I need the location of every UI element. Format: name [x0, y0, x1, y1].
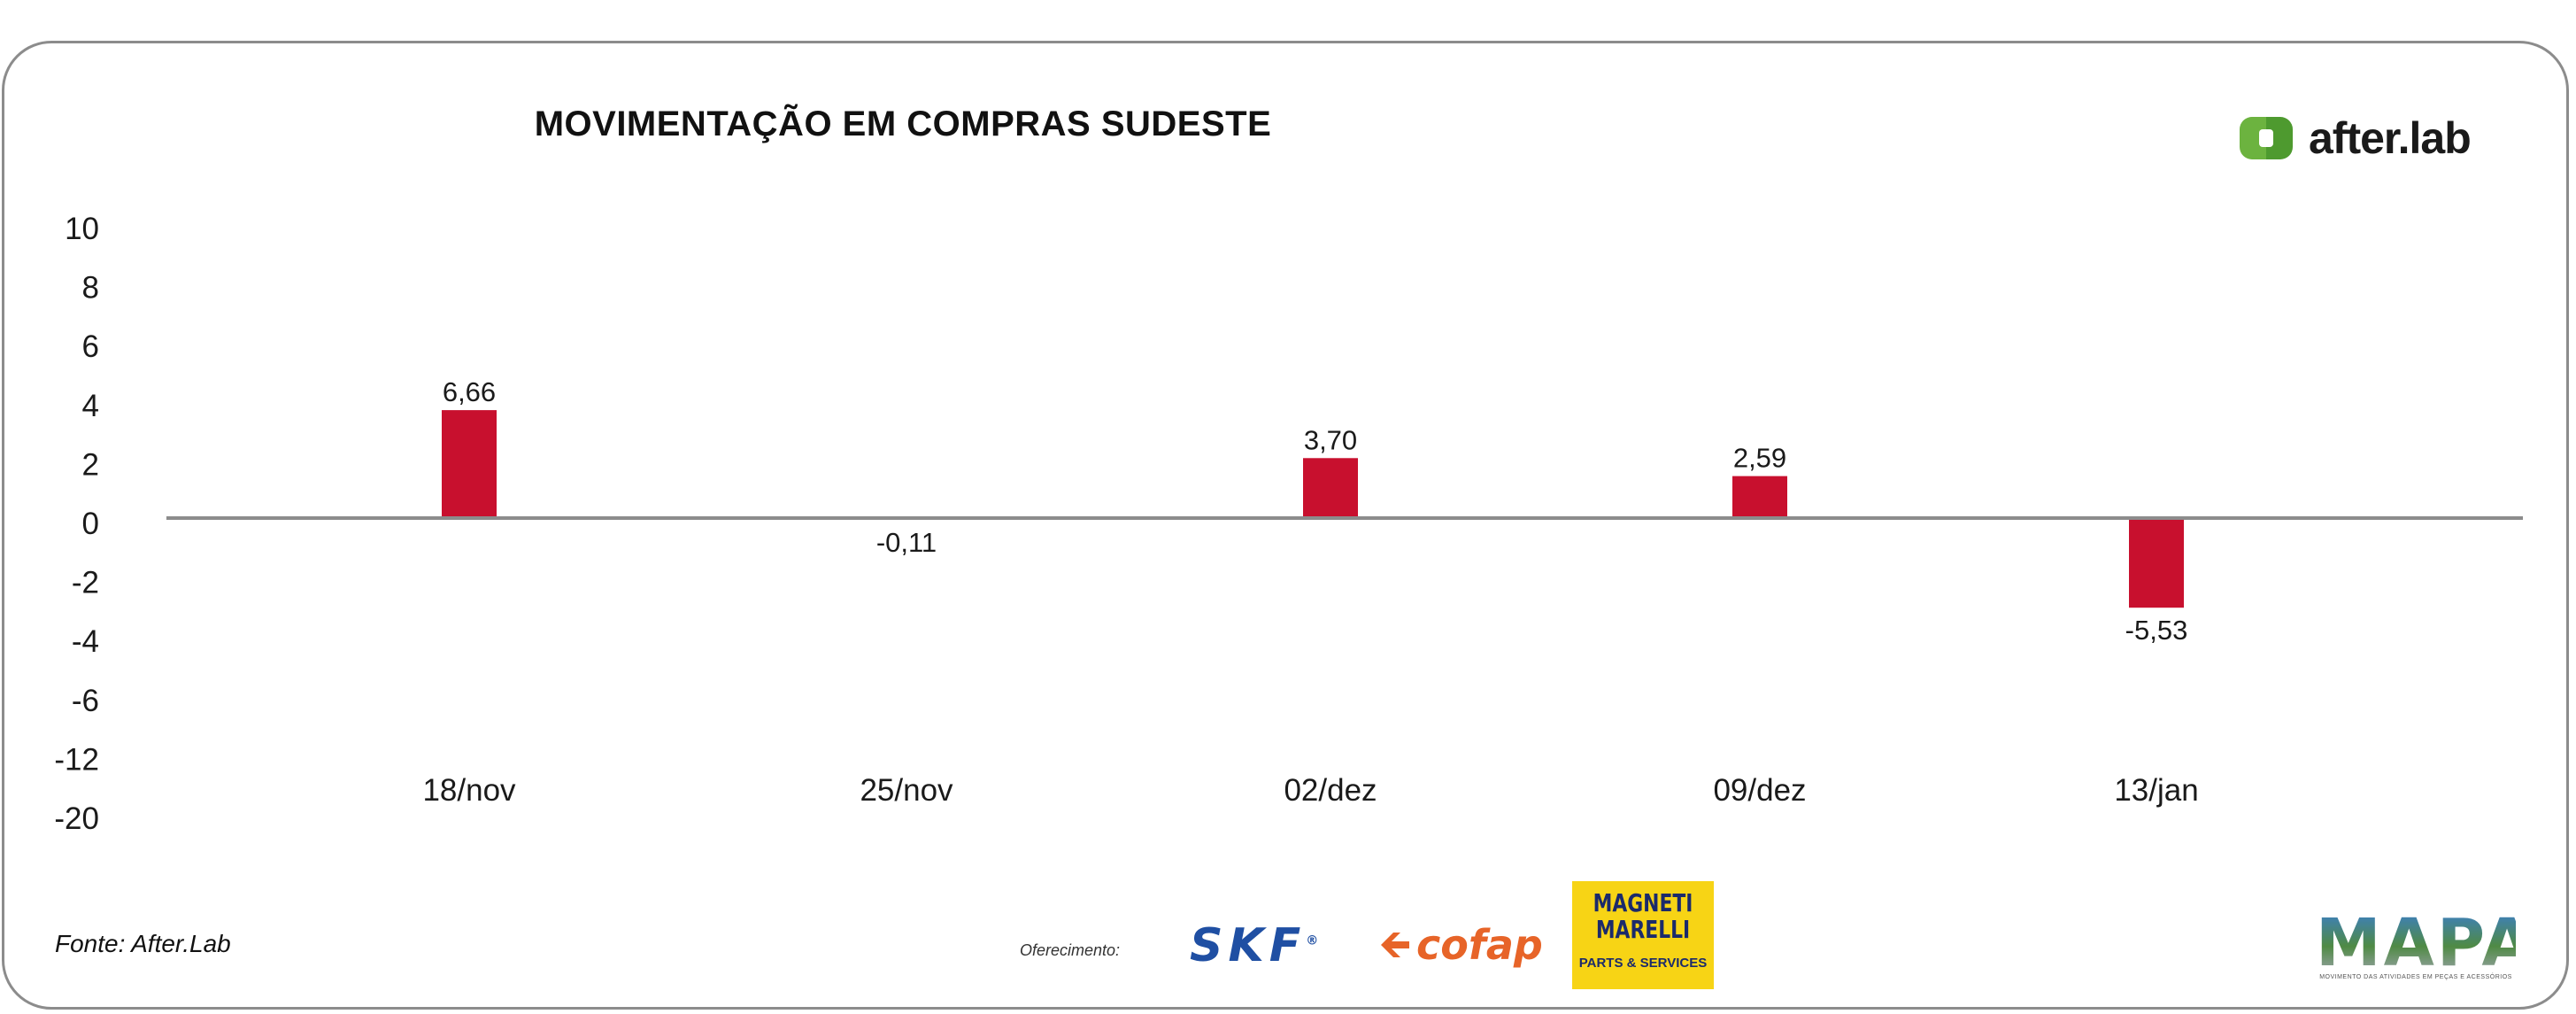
y-tick-label: 10 — [65, 212, 99, 246]
magneti-marelli-line2: MARELLI — [1595, 915, 1691, 944]
afterlab-logo: after.lab — [2236, 110, 2472, 166]
y-tick-label: 8 — [82, 271, 99, 306]
data-labels: 6,66 -0,11 3,70 2,59 -5,53 — [443, 376, 2188, 646]
chart-title: MOVIMENTAÇÃO EM COMPRAS SUDESTE — [534, 104, 1272, 143]
y-tick-label: 4 — [82, 389, 99, 423]
y-tick-label: -4 — [72, 624, 99, 659]
source-note: Fonte: After.Lab — [55, 930, 231, 957]
x-axis-labels: 18/nov 25/nov 02/dez 09/dez 13/jan — [422, 773, 2198, 808]
y-tick-label: -12 — [54, 742, 99, 777]
mapa-logo-subtitle: MOVIMENTO DAS ATIVIDADES EM PEÇAS E ACES… — [2319, 974, 2512, 980]
mapa-logo: MAPA MOVIMENTO DAS ATIVIDADES EM PEÇAS E… — [2316, 905, 2535, 981]
afterlab-logo-text: after.lab — [2309, 113, 2472, 163]
bars — [442, 410, 2184, 608]
y-tick-label: 6 — [82, 329, 99, 364]
data-label: 6,66 — [443, 376, 496, 407]
x-tick-label: 09/dez — [1713, 773, 1806, 808]
magneti-marelli-line1: MAGNETI — [1593, 888, 1693, 917]
data-label: 2,59 — [1733, 443, 1786, 474]
skf-logo: SKF® — [1190, 919, 1318, 972]
mapa-logo-title: MAPA — [2316, 905, 2535, 981]
x-tick-label: 18/nov — [422, 773, 516, 808]
x-tick-label: 13/jan — [2114, 773, 2198, 808]
afterlab-logo-icon — [2240, 117, 2293, 159]
data-label: 3,70 — [1304, 424, 1357, 455]
y-tick-label: 2 — [82, 447, 99, 482]
cofap-logo-icon — [1381, 933, 1409, 957]
magneti-marelli-logo: MAGNETI MARELLI PARTS & SERVICES — [1572, 881, 1714, 989]
y-tick-label: -6 — [72, 684, 99, 718]
bar-02/dez — [1303, 458, 1358, 518]
x-tick-label: 25/nov — [860, 773, 953, 808]
y-tick-label: 0 — [82, 507, 99, 541]
y-tick-label: -20 — [54, 801, 99, 836]
y-tick-label: -2 — [72, 566, 99, 600]
magneti-marelli-tagline: PARTS & SERVICES — [1578, 956, 1708, 971]
x-tick-label: 02/dez — [1284, 773, 1377, 808]
skf-registered-mark: ® — [1306, 933, 1319, 948]
y-axis-ticks: 10 8 6 4 2 0 -2 -4 -6 -12 -20 — [54, 212, 99, 836]
bar-13/jan — [2129, 518, 2184, 608]
bar-18/nov — [442, 410, 497, 518]
cofap-logo-text: cofap — [1416, 921, 1543, 969]
cofap-logo: cofap — [1377, 921, 1543, 969]
data-label: -0,11 — [876, 527, 937, 558]
skf-logo-text: SKF — [1190, 919, 1307, 972]
data-label: -5,53 — [2125, 615, 2188, 646]
bar-09/dez — [1732, 476, 1787, 518]
sponsor-label: Oferecimento: — [1020, 941, 1121, 959]
